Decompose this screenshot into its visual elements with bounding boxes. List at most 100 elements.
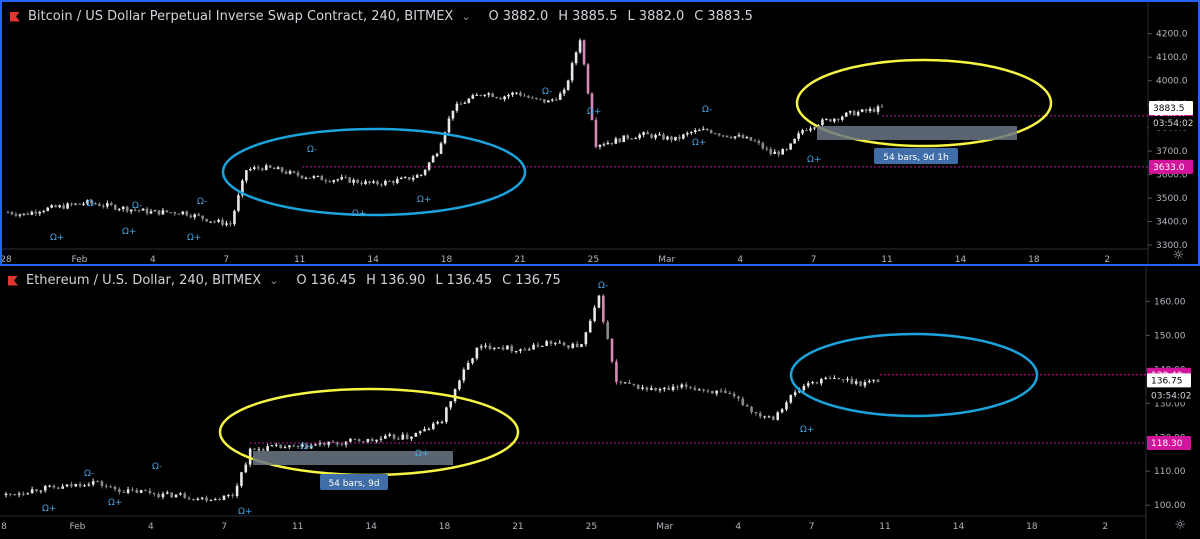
candle-body	[249, 168, 252, 171]
candle-body	[348, 177, 351, 183]
eth-symbol-label[interactable]: Ethereum / U.S. Dollar, 240, BITMEX	[26, 273, 262, 288]
candle-body	[340, 177, 344, 180]
price-tick-label: 100.00	[1154, 501, 1186, 511]
price-tick-label: 3300.0	[1156, 241, 1188, 251]
candle-body	[296, 172, 300, 176]
candle-body	[769, 149, 773, 155]
candle-body	[235, 485, 239, 497]
candle-body	[837, 118, 840, 120]
candle-body	[397, 438, 400, 440]
candle-body	[173, 212, 177, 214]
btc-symbol-dropdown-icon[interactable]: ⌄	[461, 10, 471, 23]
btc-chart-pane[interactable]: Bitcoin / US Dollar Perpetual Inverse Sw…	[0, 0, 1200, 266]
candle-body	[18, 214, 22, 216]
candle-body	[797, 133, 800, 139]
candle-body	[431, 156, 435, 163]
candle-body	[463, 102, 467, 104]
time-tick-label: 18	[1028, 255, 1040, 264]
time-tick-label: Mar	[656, 522, 673, 532]
candle-body	[320, 175, 324, 181]
eth-chart-canvas[interactable]: 160.00150.00140.00130.00120.00110.00100.…	[0, 266, 1200, 539]
time-tick-label: 4	[737, 255, 743, 264]
btc-symbol-label[interactable]: Bitcoin / US Dollar Perpetual Inverse Sw…	[28, 9, 454, 24]
candle-body	[384, 435, 387, 439]
candle-body	[83, 485, 86, 487]
candle-body	[100, 481, 104, 486]
bar-countdown-tag: 03:54:02	[1151, 391, 1191, 401]
candle-body	[13, 493, 17, 495]
candle-body	[574, 52, 578, 64]
candle-body	[497, 347, 500, 349]
bars-range-label-bg	[320, 474, 388, 490]
price-tick-label: 3500.0	[1156, 194, 1188, 204]
time-tick-label: 11	[881, 255, 892, 264]
candle-body	[641, 387, 644, 389]
candle-body	[491, 93, 494, 98]
candle-body	[364, 181, 367, 185]
candle-body	[562, 342, 566, 346]
level-low-tag-bg	[1149, 159, 1193, 174]
candle-body	[205, 497, 208, 501]
omega-marker: Ω+	[417, 195, 431, 205]
candle-body	[360, 182, 363, 185]
candle-body	[62, 205, 65, 209]
candle-body	[78, 483, 82, 487]
time-tick-label: 2	[1102, 522, 1108, 532]
candle-body	[189, 215, 193, 218]
candle-body	[161, 493, 165, 497]
candle-body	[713, 133, 717, 135]
eth-high-value: 136.90	[379, 273, 426, 288]
candle-body	[322, 442, 326, 445]
candle-body	[253, 167, 256, 169]
candle-body	[109, 486, 112, 488]
candle-body	[296, 445, 300, 447]
bars-range-rect	[817, 126, 1017, 140]
candle-body	[125, 206, 129, 212]
candle-body	[34, 211, 38, 214]
candle-body	[856, 111, 860, 116]
candle-body	[658, 134, 661, 136]
candle-body	[876, 106, 880, 112]
candle-body	[719, 390, 723, 392]
time-tick-label: 21	[514, 255, 525, 264]
candle-body	[388, 180, 391, 182]
candle-body	[375, 439, 378, 442]
candle-body	[729, 137, 733, 139]
price-tick-label: 3600.0	[1156, 171, 1188, 181]
candle-body	[305, 444, 309, 449]
candle-body	[245, 170, 248, 181]
candle-body	[580, 344, 583, 348]
candle-body	[145, 208, 149, 214]
candle-body	[767, 416, 771, 418]
candle-body	[418, 431, 422, 434]
candle-body	[863, 382, 867, 386]
btc-open-key: O	[488, 9, 499, 24]
candle-body	[113, 486, 117, 490]
eth-symbol-dropdown-icon[interactable]: ⌄	[269, 274, 279, 287]
candle-body	[349, 438, 352, 442]
eth-low-value: 136.45	[446, 273, 493, 288]
candle-body	[192, 498, 195, 501]
candle-body	[427, 428, 431, 430]
candle-body	[593, 307, 596, 321]
candle-body	[785, 148, 788, 150]
candle-body	[137, 210, 141, 212]
candle-body	[261, 449, 265, 451]
candle-body	[117, 209, 121, 211]
candle-body	[48, 485, 51, 487]
candle-body	[401, 434, 405, 440]
candle-body	[407, 177, 411, 180]
candle-body	[126, 489, 130, 493]
candle-body	[46, 207, 50, 211]
candle-body	[531, 97, 534, 99]
btc-high-value: 3885.5	[572, 9, 618, 24]
candle-body	[809, 128, 812, 131]
btc-chart-canvas[interactable]: 4200.04100.04000.03900.03800.03700.03600…	[2, 2, 1198, 264]
candle-body	[745, 137, 749, 139]
candle-body	[410, 436, 413, 439]
eth-settings-gear-icon[interactable]: ☼	[1174, 518, 1186, 533]
btc-settings-gear-icon[interactable]: ☼	[1172, 248, 1184, 263]
candle-body	[706, 390, 710, 392]
candle-body	[435, 153, 439, 157]
